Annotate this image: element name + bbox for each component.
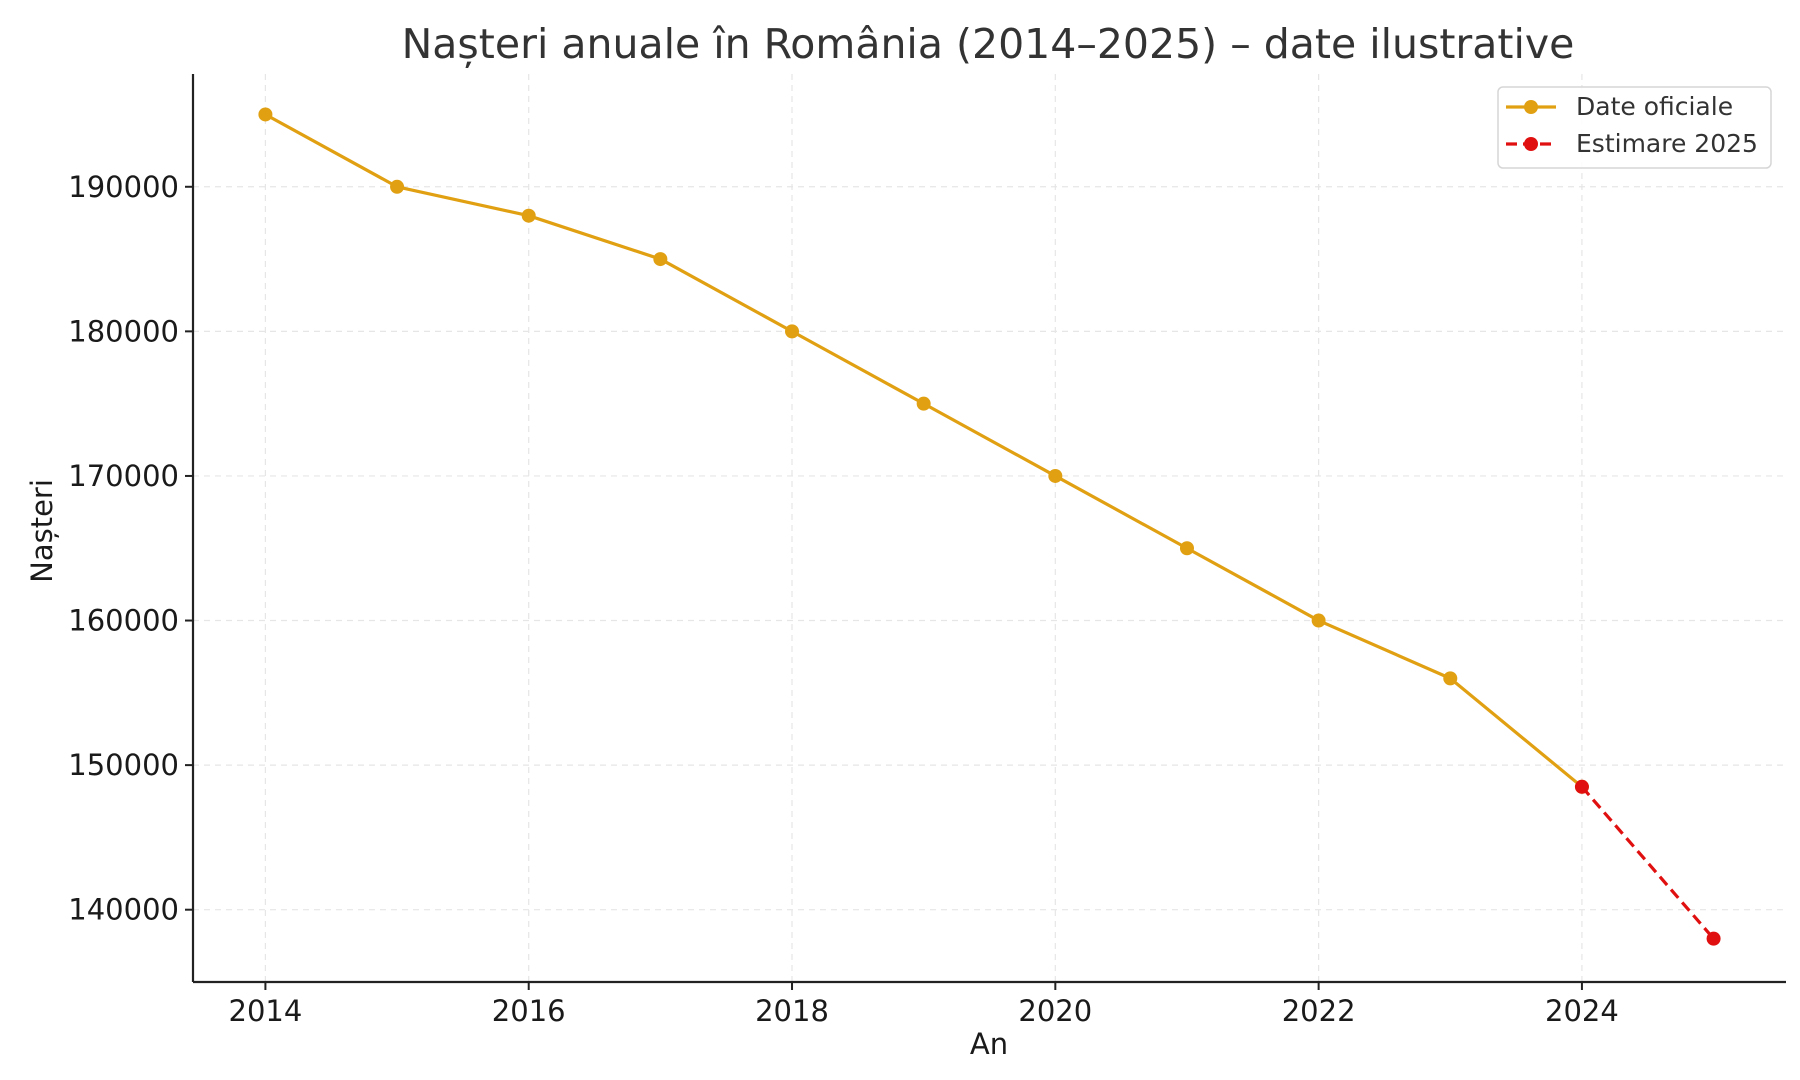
y-tick-label: 150000 [68, 748, 179, 782]
chart-title: Nașteri anuale în România (2014–2025) – … [402, 20, 1575, 68]
data-point [521, 208, 536, 223]
series-group [258, 107, 1721, 946]
x-tick-label: 2014 [229, 994, 303, 1028]
y-tick-label: 160000 [68, 604, 179, 638]
legend-box [1497, 86, 1772, 169]
data-point [390, 179, 405, 194]
y-tick-label: 180000 [68, 314, 179, 348]
legend: Date oficiale Estimare 2025 [1497, 86, 1772, 169]
x-axis-title: An [970, 1027, 1008, 1061]
data-point [1048, 468, 1063, 483]
y-ticks: 140000 150000 160000 170000 180000 190000 [68, 170, 193, 927]
data-point [1443, 671, 1458, 686]
x-ticks: 2014 2016 2018 2020 2022 2024 [229, 982, 1619, 1028]
data-point [1706, 931, 1721, 946]
x-tick-label: 2020 [1018, 994, 1092, 1028]
legend-label: Date oficiale [1576, 92, 1733, 121]
data-point [258, 107, 273, 122]
x-tick-label: 2018 [755, 994, 829, 1028]
y-tick-label: 190000 [68, 170, 179, 204]
axes [191, 74, 1786, 984]
data-point [1311, 613, 1326, 628]
x-tick-label: 2016 [492, 994, 566, 1028]
series-line [264, 113, 1583, 789]
data-point [1179, 541, 1194, 556]
data-point [653, 252, 668, 267]
data-point [1574, 779, 1589, 794]
legend-label: Estimare 2025 [1576, 129, 1758, 158]
y-tick-label: 140000 [68, 893, 179, 927]
x-tick-label: 2024 [1545, 994, 1619, 1028]
x-tick-label: 2022 [1282, 994, 1356, 1028]
legend-marker [1524, 100, 1538, 114]
series-line [1580, 785, 1715, 940]
y-tick-label: 170000 [68, 459, 179, 493]
data-point [785, 324, 800, 339]
y-axis-title: Nașteri [25, 479, 59, 583]
legend-marker [1524, 137, 1538, 151]
series-2 [1574, 779, 1721, 946]
data-point [916, 396, 931, 411]
series-1 [258, 107, 1589, 794]
grid [193, 74, 1786, 982]
